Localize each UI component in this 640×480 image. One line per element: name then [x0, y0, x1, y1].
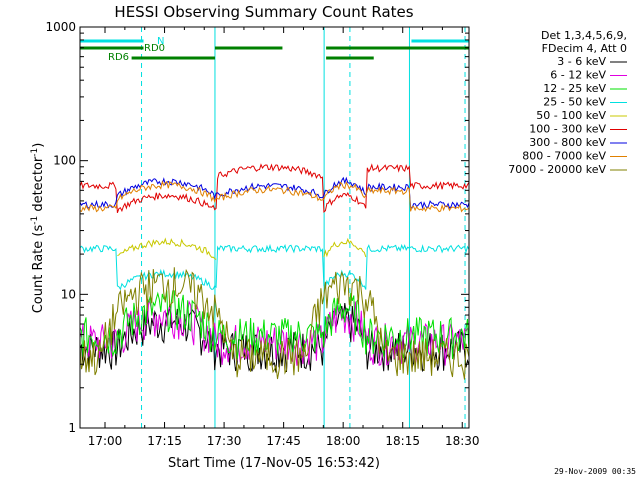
legend-header-line-2: FDecim 4, Att 0 — [542, 42, 627, 55]
series-line — [80, 267, 469, 380]
x-tick-label: 18:15 — [385, 434, 420, 448]
x-tick-label: 17:15 — [147, 434, 182, 448]
legend-label: 6 - 12 keV — [550, 69, 606, 82]
chart-title: HESSI Observing Summary Count Rates — [114, 3, 413, 21]
series-line — [80, 299, 469, 366]
x-tick-label: 18:00 — [326, 434, 361, 448]
y-tick-label: 100 — [53, 154, 76, 168]
series-line — [80, 163, 469, 213]
axis-ticks: 17:00 17:15 17:30 17:45 18:00 18:15 18:30 1 10 10… — [45, 20, 479, 448]
legend: Det 1,3,4,5,6,9, FDecim 4, Att 0 3 - 6 k… — [508, 29, 627, 176]
x-tick-label: 17:30 — [207, 434, 242, 448]
legend-label: 25 - 50 keV — [543, 96, 606, 109]
flag-label-rd0: RD0 — [144, 43, 165, 54]
legend-header-line-1: Det 1,3,4,5,6,9, — [541, 29, 627, 42]
x-tick-label: 17:45 — [266, 434, 301, 448]
y-axis-label: Count Rate (s-1 detector-1) — [30, 143, 46, 314]
series-line — [80, 180, 469, 213]
vertical-markers — [79, 27, 466, 428]
series-line — [117, 237, 367, 260]
legend-label: 300 - 800 keV — [529, 136, 606, 149]
flag-label-n: N — [157, 36, 164, 47]
legend-label: 50 - 100 keV — [536, 109, 606, 122]
series-line — [80, 176, 469, 210]
y-tick-label: 1 — [68, 421, 76, 435]
legend-label: 7000 - 20000 keV — [508, 163, 606, 176]
footer-timestamp: 29-Nov-2009 00:35 — [554, 467, 636, 476]
series-layer — [80, 163, 469, 380]
x-axis-label: Start Time (17-Nov-05 16:53:42) — [168, 456, 380, 471]
x-tick-label: 17:00 — [88, 434, 123, 448]
flag-label-rd6: RD6 — [108, 52, 129, 63]
legend-label: 12 - 25 keV — [543, 82, 606, 95]
plot-frame — [79, 26, 470, 429]
y-tick-label: 10 — [61, 287, 76, 301]
legend-label: 100 - 300 keV — [529, 123, 606, 136]
series-line — [80, 243, 469, 291]
legend-label: 3 - 6 keV — [557, 55, 606, 68]
y-tick-label: 1000 — [45, 20, 76, 34]
x-tick-label: 18:30 — [445, 434, 480, 448]
legend-label: 800 - 7000 keV — [522, 150, 606, 163]
